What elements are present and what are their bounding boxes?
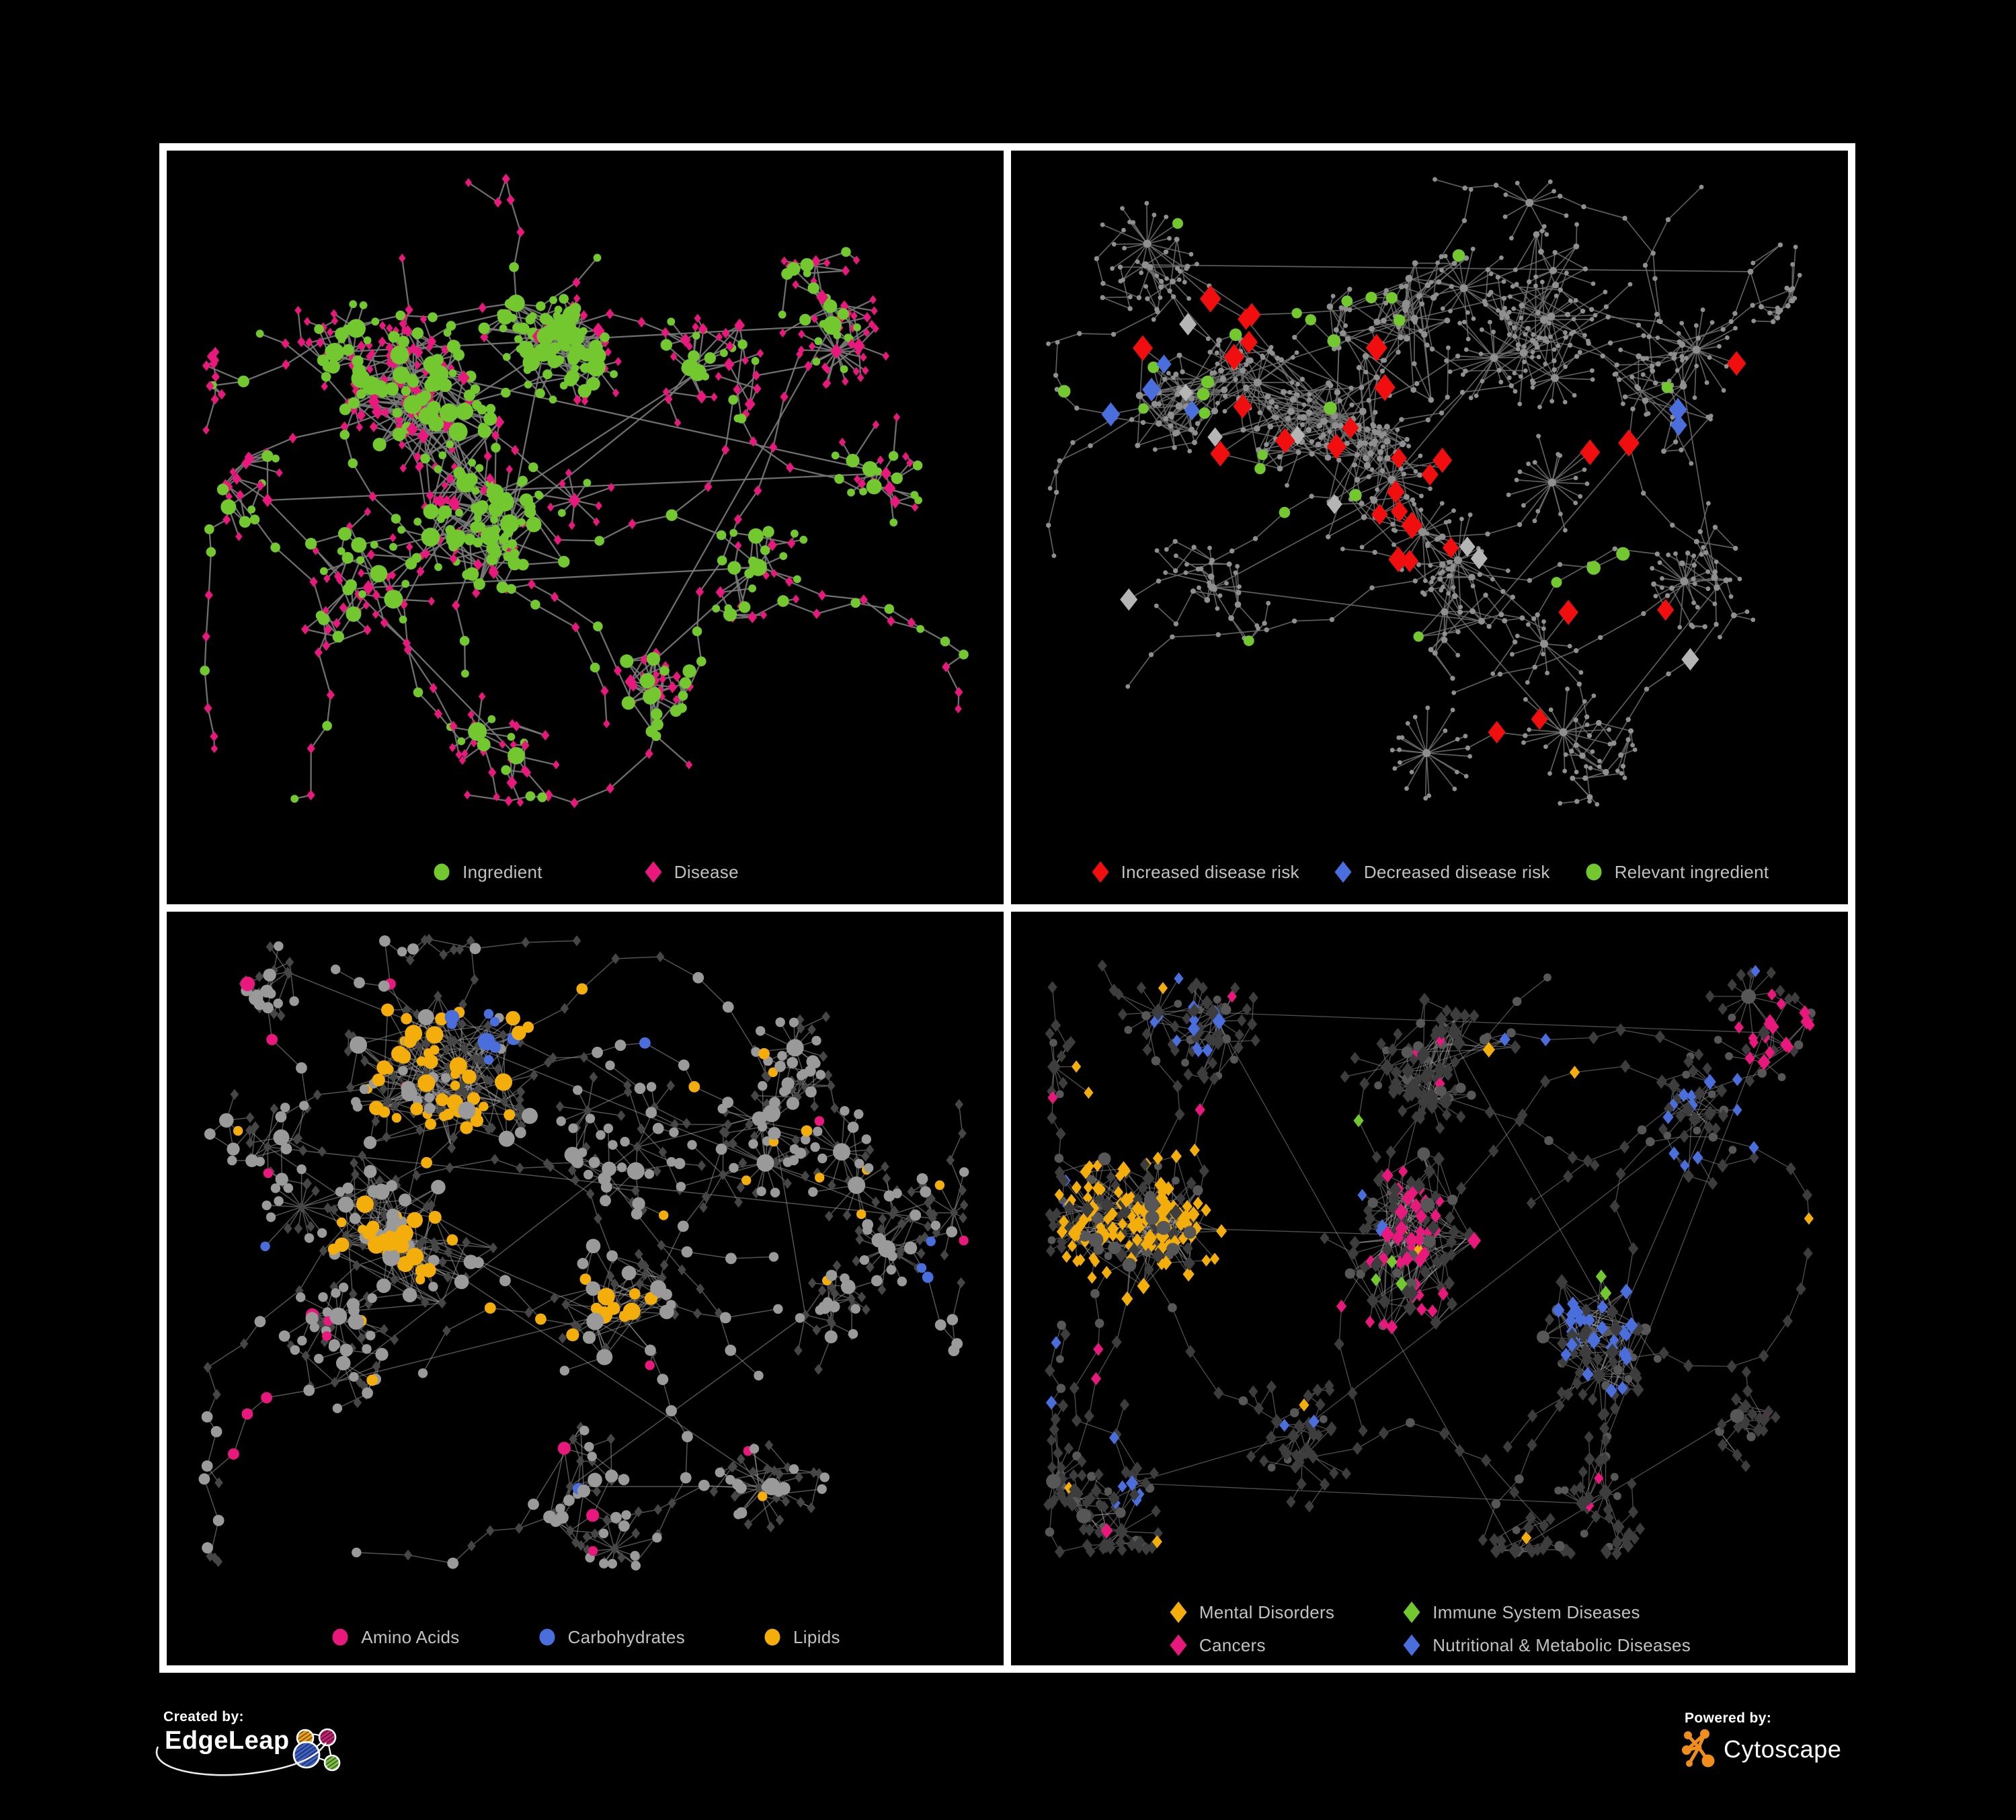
cytoscape-branding: Powered by: Cytoscape xyxy=(1681,1710,1882,1791)
legend-label: Decreased disease risk xyxy=(1363,861,1550,882)
panel-nutrient-classes: Amino Acids Carbohydrates Lipids xyxy=(167,912,1004,1665)
circle-marker xyxy=(764,1628,780,1646)
edgeleap-name: EdgeLeap xyxy=(165,1727,290,1755)
diamond-marker xyxy=(1170,1634,1187,1656)
panel-disease-categories: Mental Disorders Immune System Diseases … xyxy=(1011,912,1848,1665)
legend-item-carbohydrates: Carbohydrates xyxy=(537,1625,685,1649)
legend-label: Immune System Diseases xyxy=(1433,1601,1640,1622)
legend-item-decreased-risk: Decreased disease risk xyxy=(1333,860,1550,884)
cytoscape-icon xyxy=(1682,1729,1715,1768)
legend-item-relevant-ingredient: Relevant ingredient xyxy=(1584,860,1769,884)
diamond-marker xyxy=(1092,861,1109,883)
legend-label: Lipids xyxy=(793,1626,840,1647)
legend-item-ingredient: Ingredient xyxy=(432,860,542,884)
edgeleap-logo-row: EdgeLeap xyxy=(155,1727,536,1780)
legend-label: Mental Disorders xyxy=(1199,1601,1335,1622)
legend-label: Carbohydrates xyxy=(567,1626,686,1647)
legend-item-cancers: Cancers xyxy=(1168,1633,1334,1657)
network-disease-categories xyxy=(1043,959,1816,1560)
legend-label: Increased disease risk xyxy=(1121,861,1299,882)
edgeleap-logo-icon xyxy=(292,1728,340,1772)
panel-disease-risk: Increased disease risk Decreased disease… xyxy=(1011,151,1848,904)
legend-ingredient-disease: Ingredient Disease xyxy=(167,860,1004,884)
legend-label: Relevant ingredient xyxy=(1614,861,1769,882)
powered-by-label: Powered by: xyxy=(1685,1710,1772,1726)
network-nutrient-classes xyxy=(198,933,969,1571)
legend-item-immune-system-diseases: Immune System Diseases xyxy=(1402,1600,1691,1624)
diamond-marker xyxy=(1334,861,1352,883)
diamond-marker xyxy=(1403,1601,1420,1623)
panel-ingredient-disease: Ingredient Disease xyxy=(167,151,1004,904)
panel-grid: Ingredient Disease Increased disease ris… xyxy=(159,143,1855,1673)
diamond-marker xyxy=(645,861,662,883)
edgeleap-blue-node xyxy=(292,1741,321,1769)
edgeleap-branding: Created by: EdgeLeap xyxy=(155,1709,536,1820)
legend-label: Amino Acids xyxy=(361,1626,460,1647)
legend-label: Disease xyxy=(674,861,739,882)
circle-marker xyxy=(332,1628,348,1646)
diamond-marker xyxy=(1170,1601,1187,1623)
network-ingredient-disease xyxy=(200,173,969,808)
legend-label: Cancers xyxy=(1199,1634,1266,1655)
legend-item-amino-acids: Amino Acids xyxy=(330,1625,459,1649)
diamond-marker xyxy=(1403,1634,1420,1656)
legend-disease-categories: Mental Disorders Immune System Diseases … xyxy=(1168,1600,1691,1657)
created-by-label: Created by: xyxy=(163,1709,244,1725)
legend-item-lipids: Lipids xyxy=(762,1625,840,1649)
legend-item-nutritional-metabolic-diseases: Nutritional & Metabolic Diseases xyxy=(1402,1633,1691,1657)
network-disease-risk xyxy=(1046,177,1802,807)
circle-marker xyxy=(539,1628,555,1646)
legend-label: Ingredient xyxy=(462,861,542,882)
circle-marker xyxy=(1586,863,1602,881)
legend-disease-risk: Increased disease risk Decreased disease… xyxy=(1011,860,1848,884)
cytoscape-logo-row: Cytoscape xyxy=(1681,1729,1882,1770)
legend-label: Nutritional & Metabolic Diseases xyxy=(1433,1634,1691,1655)
circle-marker xyxy=(434,863,450,881)
legend-item-mental-disorders: Mental Disorders xyxy=(1168,1600,1334,1624)
edgeleap-green-node xyxy=(323,1754,340,1772)
legend-item-disease: Disease xyxy=(643,860,739,884)
legend-nutrient-classes: Amino Acids Carbohydrates Lipids xyxy=(167,1625,1004,1649)
edgeleap-magenta-node xyxy=(318,1728,336,1747)
legend-item-increased-risk: Increased disease risk xyxy=(1090,860,1299,884)
cytoscape-name: Cytoscape xyxy=(1724,1735,1842,1763)
